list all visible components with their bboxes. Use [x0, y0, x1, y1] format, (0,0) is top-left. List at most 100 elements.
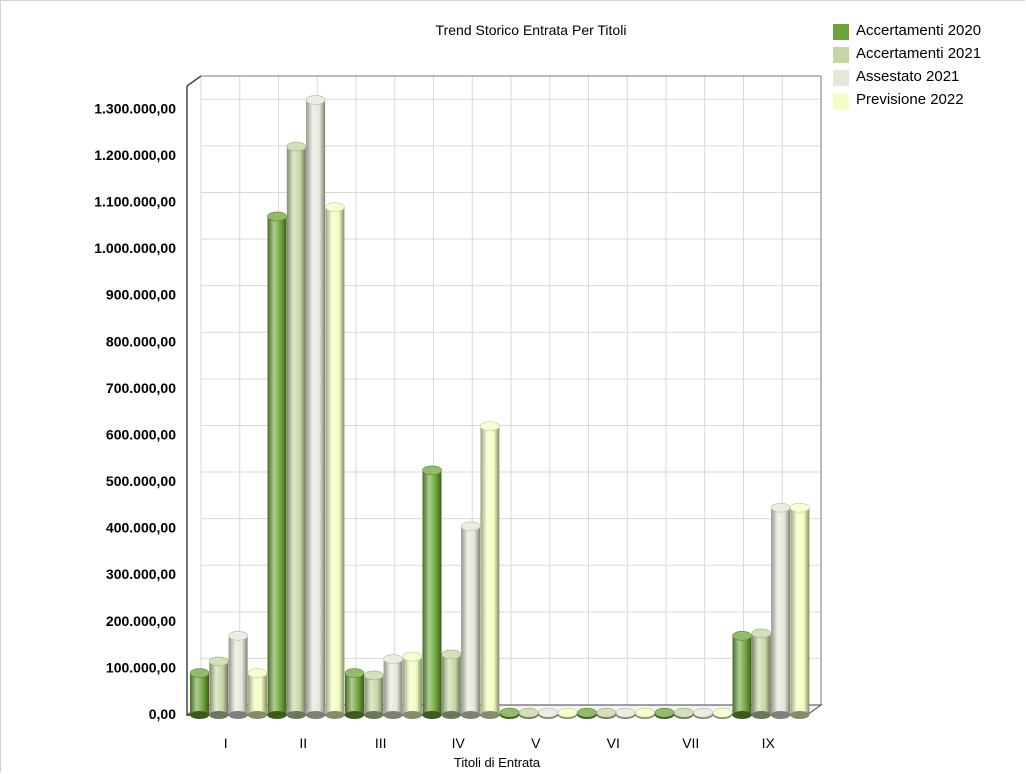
bar [712, 707, 733, 719]
bar [615, 707, 636, 719]
bar [305, 95, 326, 719]
bar-top [228, 630, 248, 641]
bar-body [461, 526, 481, 715]
chart-title: Trend Storico Entrata Per Titoli [436, 22, 627, 38]
bar-top [402, 651, 423, 662]
bar [693, 707, 713, 719]
bar-base [190, 711, 209, 719]
bar-base [345, 711, 364, 719]
bar [499, 707, 520, 719]
y-tick-label: 600.000,00 [106, 426, 176, 442]
bar-body [325, 207, 345, 715]
bar-body [751, 633, 771, 715]
bar-top [693, 707, 713, 718]
y-tick-label: 400.000,00 [106, 520, 176, 536]
y-tick-label: 100.000,00 [106, 659, 176, 675]
bar-top [577, 707, 597, 718]
bar-top [712, 707, 733, 718]
x-tick-label: IX [762, 735, 776, 751]
bar-body [190, 673, 209, 715]
bar-top [189, 668, 210, 678]
bar-base [461, 711, 481, 719]
bar-base [247, 711, 267, 719]
bar-base [286, 711, 306, 719]
bar-body [402, 656, 422, 715]
bar-top [267, 211, 287, 222]
axis-top-edge [186, 75, 202, 87]
y-tick-label: 800.000,00 [106, 333, 176, 349]
bar-body [228, 635, 248, 715]
bar [422, 465, 442, 719]
y-tick-label: 0,00 [149, 706, 176, 722]
bar [790, 502, 810, 719]
bar-top [499, 707, 520, 718]
bar-top [770, 502, 791, 513]
bar [538, 707, 558, 719]
legend-swatch [833, 70, 849, 86]
bar [344, 668, 365, 719]
legend-label: Previsione 2022 [856, 91, 964, 108]
y-tick-label: 1.300.000,00 [94, 100, 176, 116]
bar-top [732, 630, 752, 641]
bar-top [635, 707, 655, 718]
bar-base [209, 711, 229, 719]
bar-base [325, 711, 345, 719]
bar [383, 654, 403, 719]
bar-base [751, 711, 771, 719]
bar [596, 707, 617, 719]
bar-top [422, 465, 442, 476]
bar [518, 707, 539, 719]
bar-top [596, 707, 617, 718]
x-tick-label: I [224, 735, 228, 751]
bar [732, 630, 752, 719]
bar-base [422, 711, 442, 719]
bar-body [383, 659, 403, 715]
bar-top [557, 707, 578, 718]
bar-body [345, 673, 364, 715]
bar-top [615, 707, 636, 718]
bar [577, 707, 597, 719]
bar [267, 211, 287, 719]
bar-body [364, 675, 384, 715]
bar [286, 141, 307, 719]
bar-top [441, 649, 462, 660]
bar-top [209, 656, 229, 667]
bar [325, 202, 345, 719]
bar-base [480, 711, 500, 719]
bar-top [325, 202, 345, 212]
x-tick-label: VI [607, 735, 620, 751]
bar [247, 668, 268, 719]
y-tick-label: 300.000,00 [106, 566, 176, 582]
bar [189, 668, 210, 719]
bar [654, 707, 675, 719]
bar [635, 707, 655, 719]
bar [209, 656, 229, 719]
bar [363, 670, 384, 719]
x-axis-label: Titoli di Entrata [454, 755, 541, 770]
legend-swatch [833, 47, 849, 63]
bar-top [790, 502, 810, 513]
bar [460, 521, 481, 719]
legend-label: Accertamenti 2020 [856, 22, 982, 39]
x-tick-label: IV [452, 735, 466, 751]
legend-swatch [833, 93, 849, 109]
bar-body [286, 146, 306, 715]
bar-top [286, 141, 307, 152]
bar-body [771, 507, 791, 715]
bar-base [402, 711, 422, 719]
bar [557, 707, 578, 719]
bar-top [344, 668, 365, 678]
y-tick-label: 700.000,00 [106, 380, 176, 396]
bar-body [480, 426, 500, 715]
bar [673, 707, 694, 719]
legend-swatch [833, 24, 849, 40]
bar-top [383, 654, 403, 664]
x-tick-label: V [531, 735, 541, 751]
bar [228, 630, 248, 719]
legend-label: Assestato 2021 [856, 68, 960, 85]
bar-base [228, 711, 248, 719]
bar-base [306, 711, 326, 719]
bar-top [460, 521, 481, 532]
